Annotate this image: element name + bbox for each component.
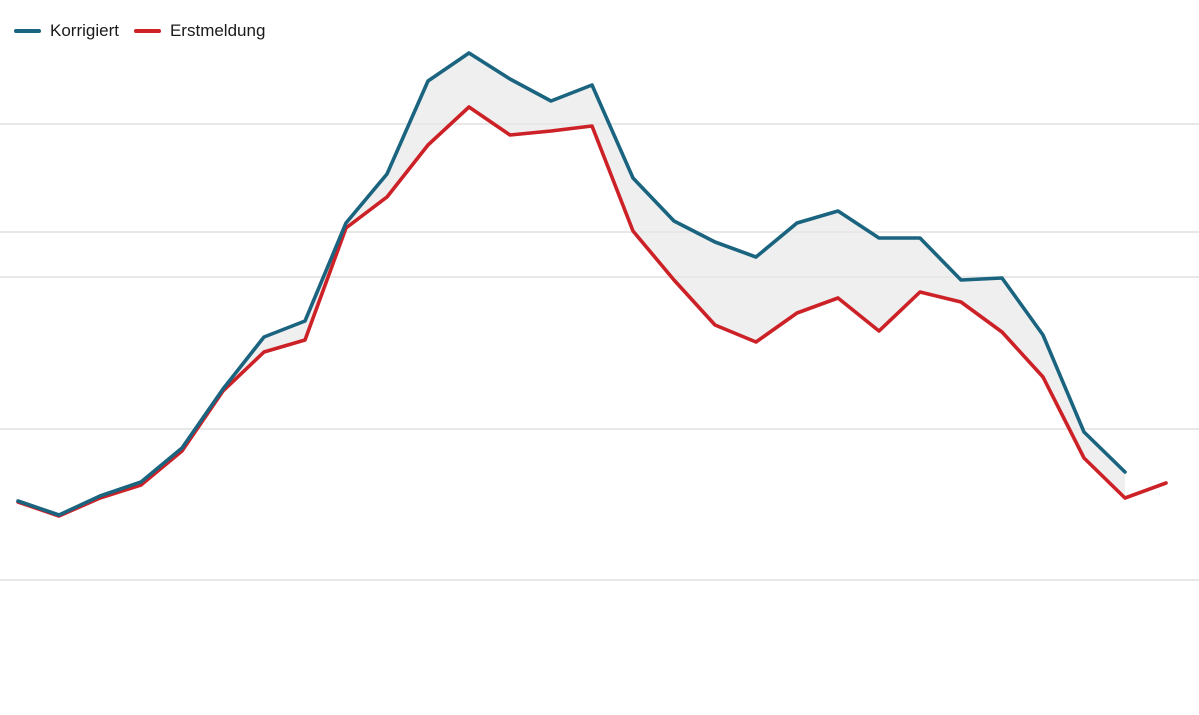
legend-label-korrigiert: Korrigiert — [50, 21, 119, 40]
difference-band — [18, 53, 1125, 516]
korrigiert-line-swatch — [14, 29, 41, 33]
chart-legend: Korrigiert Erstmeldung — [14, 21, 265, 41]
legend-label-erstmeldung: Erstmeldung — [169, 21, 266, 40]
legend-item-erstmeldung: Erstmeldung — [133, 21, 266, 41]
erstmeldung-line-swatch — [133, 29, 161, 33]
korrigiert-line — [16, 51, 1127, 517]
legend-item-korrigiert: Korrigiert — [14, 21, 119, 41]
